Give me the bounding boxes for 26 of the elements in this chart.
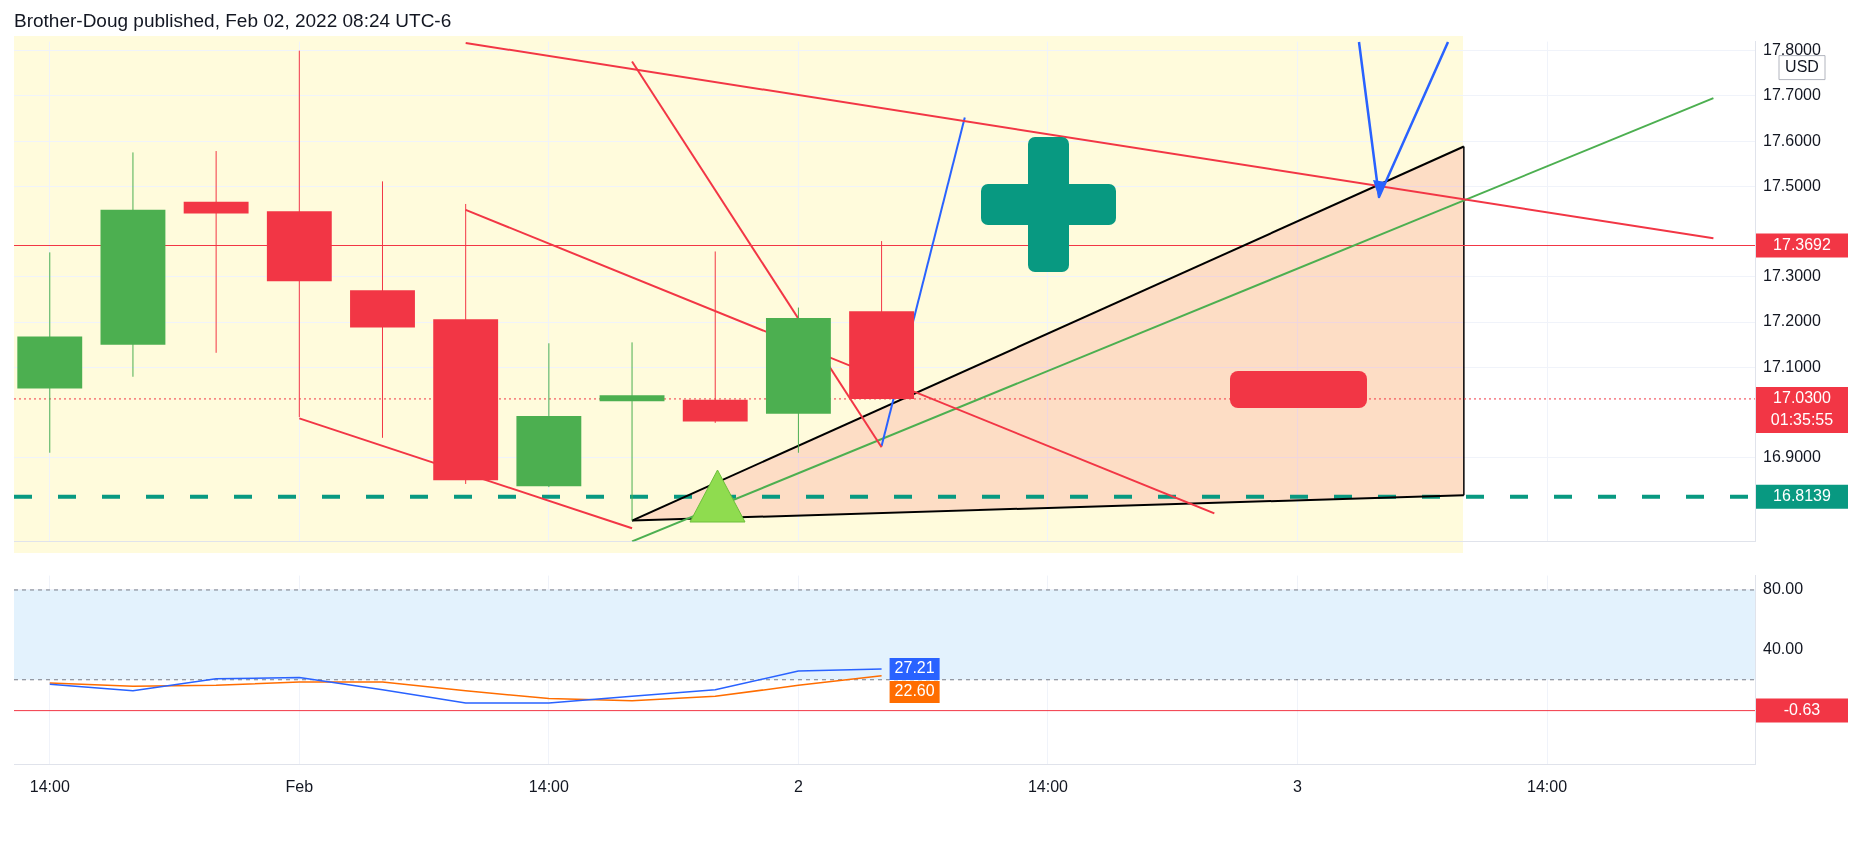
y-tick-label: 16.9000 [1763, 448, 1821, 466]
y-tick-label: 40.00 [1763, 640, 1804, 658]
data-label: 22.60 [894, 682, 935, 700]
x-tick-label: 2 [793, 778, 803, 796]
y-tick-label: 17.6000 [1763, 131, 1821, 149]
ref-line-label: 17.0300 [1773, 389, 1832, 407]
x-tick-label: 14:00 [1527, 778, 1568, 796]
x-tick-label: 14:00 [1027, 778, 1069, 796]
y-tick-label: 17.2000 [1763, 312, 1821, 330]
y-tick-label: 80.00 [1763, 580, 1804, 598]
x-tick-label: Feb [285, 778, 314, 796]
x-tick-label: 14:00 [29, 778, 70, 796]
y-tick-label: 17.1000 [1763, 357, 1821, 375]
y-tick-label: 17.7000 [1763, 86, 1821, 104]
y-tick-label: 17.8000 [1763, 41, 1821, 59]
y-tick-label: 17.3000 [1763, 267, 1821, 285]
y-tick-label: 17.5000 [1763, 176, 1821, 194]
x-tick-label: 14:00 [528, 778, 569, 796]
ref-line-label: 17.3692 [1773, 235, 1832, 253]
ref-line-label: 16.8139 [1773, 487, 1832, 505]
x-tick-label: 3 [1293, 778, 1303, 796]
chart-title: Brother-Doug published, Feb 02, 2022 08:24 UTC-6 [14, 10, 452, 32]
y-axis-title: USD [1785, 58, 1819, 76]
ref-line-label: -0.63 [1783, 701, 1821, 719]
text: 01:35:55 [1770, 411, 1834, 429]
data-label: 27.21 [894, 659, 935, 677]
